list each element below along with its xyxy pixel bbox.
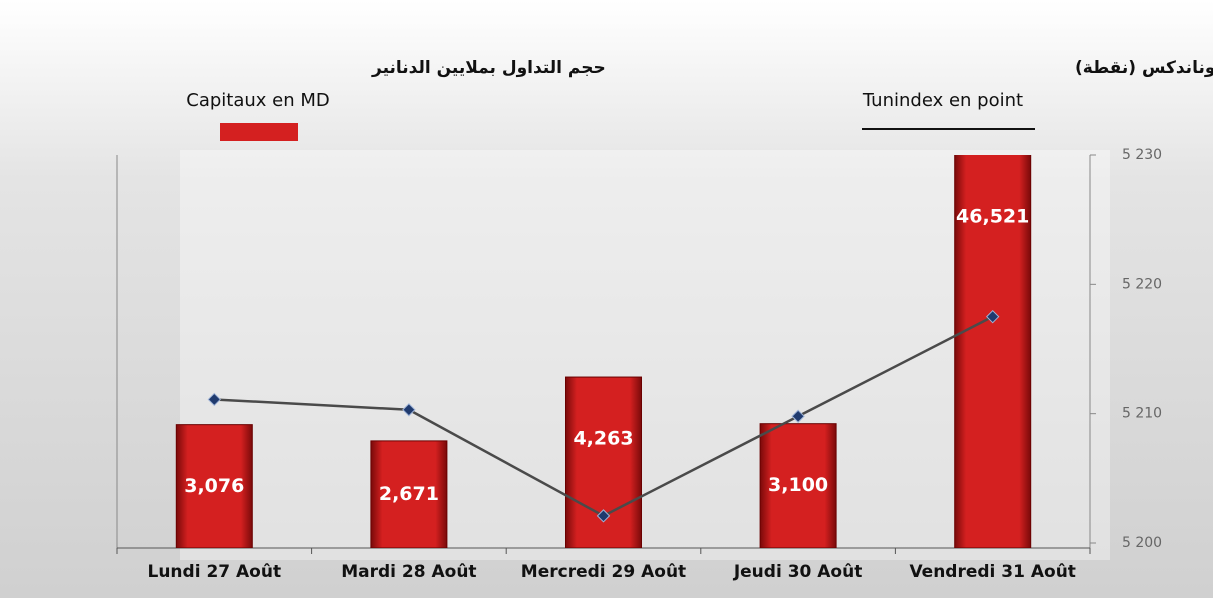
y2-tick-label: 5 220: [1122, 276, 1162, 292]
chart: حجم التداول بملايين الدنانير Capitaux en…: [0, 0, 1213, 598]
x-tick-label: Lundi 27 Août: [148, 562, 282, 582]
x-tick-label: Mercredi 29 Août: [521, 562, 686, 582]
data-label: 4,263: [573, 428, 633, 450]
data-label: 2,671: [379, 483, 439, 505]
legend-swatch: [220, 123, 298, 141]
x-tick-label: Jeudi 30 Août: [733, 562, 863, 582]
legend-title-ar: حجم التداول بملايين الدنانير: [371, 58, 606, 78]
legend-label: Tunindex en point: [862, 90, 1023, 111]
data-label: 3,076: [184, 475, 244, 497]
y2-tick-label: 5 200: [1122, 535, 1162, 551]
y2-tick-label: 5 210: [1122, 406, 1162, 422]
x-tick-label: Vendredi 31 Août: [909, 562, 1076, 582]
data-label: 46,521: [956, 206, 1029, 228]
legend-label: Capitaux en MD: [186, 90, 330, 111]
x-tick-label: Mardi 28 Août: [341, 562, 476, 582]
data-label: 3,100: [768, 474, 828, 496]
y2-tick-label: 5 230: [1122, 147, 1162, 163]
legend-title-ar: مؤشر التوناندكس (نقطة): [1075, 58, 1213, 78]
page: {"chart_data": {"type": "bar-line", "cat…: [0, 0, 1213, 598]
